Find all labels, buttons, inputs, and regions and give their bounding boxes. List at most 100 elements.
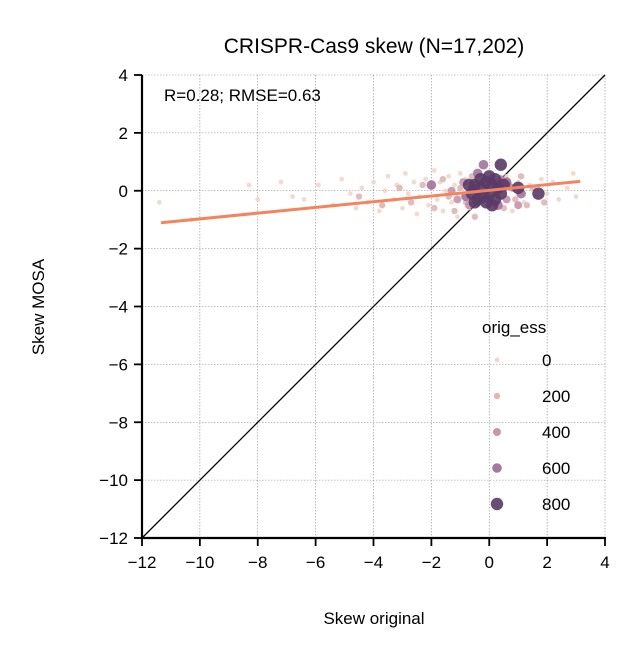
data-point-110	[532, 187, 545, 200]
legend-marker-2	[493, 428, 501, 436]
data-point-12	[359, 185, 365, 191]
legend-marker-0	[494, 357, 500, 363]
data-point-26	[423, 176, 428, 182]
data-point-33	[443, 188, 449, 194]
y-axis-ticks: −12 −10 −8 −6 −4 −2 0 2 4	[99, 66, 142, 548]
data-point-54	[573, 194, 579, 199]
data-point-30	[434, 197, 440, 202]
data-points	[156, 158, 579, 223]
x-tick-label-1: −10	[185, 553, 214, 572]
data-point-106	[485, 199, 499, 212]
data-point-5	[290, 194, 295, 199]
legend-title: orig_ess	[482, 318, 546, 337]
x-tick-label-4: −4	[364, 553, 383, 572]
data-point-63	[451, 207, 458, 215]
data-point-6	[301, 197, 307, 202]
data-point-57	[396, 184, 403, 192]
data-point-64	[457, 184, 464, 192]
data-point-0	[156, 199, 162, 205]
data-point-32	[440, 208, 446, 214]
data-point-21	[402, 170, 408, 176]
data-point-82	[514, 201, 523, 210]
x-tick-label-3: −6	[306, 553, 325, 572]
data-point-43	[510, 208, 515, 214]
legend: orig_ess 0 200 400 600 800	[482, 318, 570, 514]
data-point-17	[385, 173, 391, 179]
data-point-23	[411, 179, 417, 185]
data-point-55	[355, 193, 363, 200]
data-point-109	[494, 158, 508, 171]
data-point-49	[544, 191, 550, 197]
data-point-2	[246, 182, 252, 188]
data-point-67	[471, 213, 478, 220]
data-point-53	[570, 170, 576, 176]
stats-annotation: R=0.28; RMSE=0.63	[164, 86, 321, 105]
x-tick-label-2: −8	[248, 553, 267, 572]
data-point-14	[371, 179, 376, 185]
data-point-9	[339, 176, 345, 182]
legend-label-1: 200	[542, 387, 570, 406]
data-point-16	[382, 188, 388, 194]
x-tick-label-8: 4	[600, 553, 609, 572]
data-point-27	[426, 202, 431, 208]
x-tick-label-6: 0	[485, 553, 494, 572]
x-tick-label-5: −2	[422, 553, 441, 572]
y-tick-label-3: −6	[109, 355, 128, 374]
legend-label-3: 600	[542, 459, 570, 478]
chart-title: CRISPR-Cas9 skew (N=17,202)	[224, 35, 525, 58]
data-point-51	[556, 197, 562, 202]
data-point-71	[517, 173, 525, 180]
data-point-29	[431, 168, 437, 173]
y-tick-label-0: −12	[99, 529, 128, 548]
data-point-58	[407, 199, 415, 206]
data-point-36	[452, 182, 457, 188]
data-point-59	[419, 181, 426, 189]
identity-line	[141, 74, 606, 539]
y-tick-label-6: 0	[119, 182, 128, 201]
legend-label-2: 400	[542, 423, 570, 442]
data-point-56	[378, 202, 386, 209]
data-point-108	[468, 196, 481, 209]
x-axis-label: Skew original	[323, 609, 424, 628]
data-point-48	[538, 176, 544, 182]
x-axis-ticks: −12 −10 −8 −6 −4 −2 0 2 4	[128, 538, 610, 572]
data-point-10	[347, 191, 353, 197]
legend-marker-1	[493, 392, 501, 400]
data-point-90	[478, 159, 489, 170]
data-point-70	[512, 196, 519, 203]
data-point-34	[446, 173, 452, 179]
legend-label-4: 800	[542, 495, 570, 514]
y-tick-label-1: −10	[99, 471, 128, 490]
data-point-15	[376, 208, 382, 214]
data-point-11	[353, 205, 359, 211]
data-point-52	[564, 185, 570, 191]
data-point-3	[255, 197, 261, 202]
regression-line	[160, 179, 581, 225]
data-point-22	[405, 191, 411, 197]
data-point-7	[316, 182, 321, 188]
data-point-35	[449, 199, 455, 205]
data-point-112	[462, 178, 476, 192]
data-point-60	[431, 204, 438, 212]
data-point-4	[278, 179, 284, 185]
data-point-61	[439, 175, 447, 183]
y-tick-label-4: −4	[109, 298, 128, 317]
legend-label-0: 0	[542, 351, 551, 370]
legend-marker-4	[490, 497, 504, 511]
y-tick-label-7: 2	[119, 124, 128, 143]
data-point-74	[541, 199, 548, 206]
data-point-38	[457, 170, 463, 176]
legend-marker-3	[492, 463, 502, 473]
y-tick-label-2: −8	[109, 413, 128, 432]
data-point-24	[414, 211, 420, 217]
y-tick-label-8: 4	[119, 66, 128, 85]
y-axis-label: Skew MOSA	[29, 258, 48, 355]
data-point-84	[426, 180, 437, 190]
data-point-37	[455, 214, 460, 220]
x-tick-label-7: 2	[542, 553, 551, 572]
x-tick-label-0: −12	[128, 553, 157, 572]
data-point-72	[523, 202, 531, 209]
y-tick-label-5: −2	[109, 240, 128, 259]
data-point-20	[400, 205, 405, 211]
